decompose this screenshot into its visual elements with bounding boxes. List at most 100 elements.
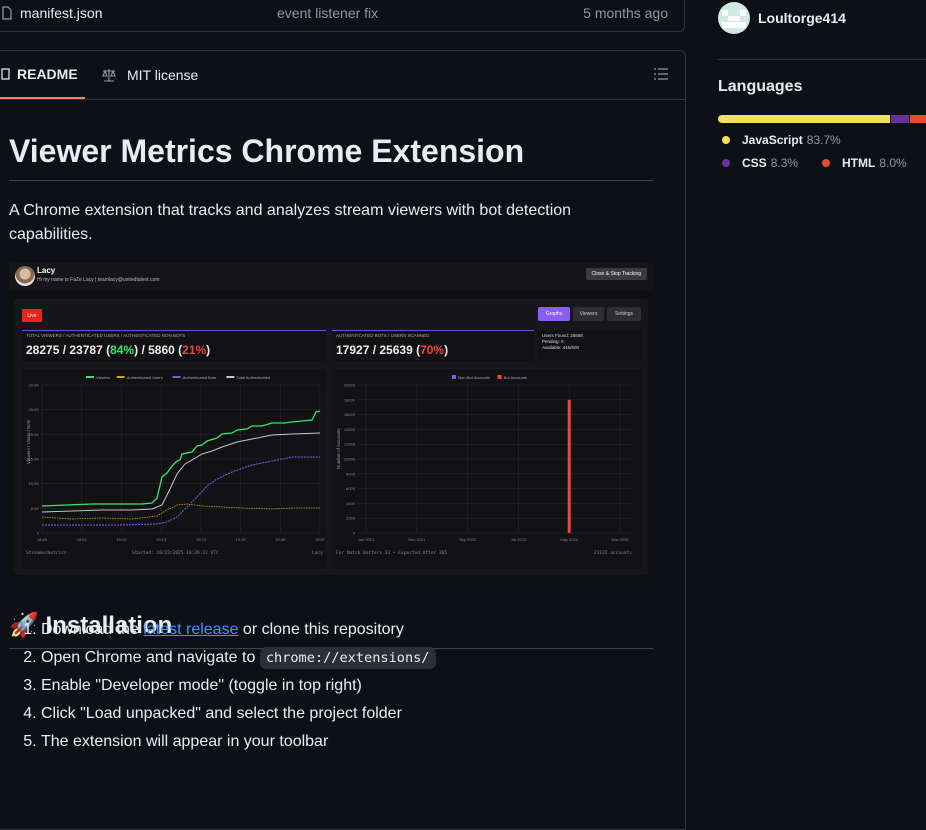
languages-bar-segment [718,115,891,123]
line-chart-y-tick: 0 [37,531,40,536]
line-chart-legend-label: Viewers [96,375,110,380]
panel-tab-settings: Settings [607,307,641,321]
language-html[interactable]: HTML 8.0% [822,156,907,170]
table-of-contents-icon[interactable] [653,67,669,81]
tab-license[interactable]: MIT license [101,51,198,99]
line-chart-footer-mid: Started: 10/22/2025 18:39:22 UTC [132,550,219,556]
tab-readme-label: README [17,66,78,82]
line-chart-x-tick: 18:48 [37,537,48,542]
step-4: Click "Load unpacked" and select the pro… [41,700,661,728]
line-chart-y-tick: 25.0K [29,407,40,412]
bar-chart-x-tick: Mar 2025 [612,537,630,542]
bar-chart-y-tick: 6000 [346,486,356,491]
line-chart-y-tick: 15.0K [29,457,40,462]
bar-chart-legend-label: Bot Accounts [504,375,527,380]
channel-avatar [15,266,35,286]
stat-viewers-label: TOTAL VIEWERS / AUTHENTICATED USERS / AU… [26,333,186,338]
bar-chart-x-tick: Jan 2021 [358,537,375,542]
users-available: Available: 446/500 [542,345,579,350]
line-chart-legend-label: Total Authenticated [236,375,270,380]
line-chart-x-tick: 19:02 [116,537,127,542]
commit-age: 5 months ago [583,5,668,21]
panel-tab-viewers: Viewers [573,307,604,321]
commit-message-link[interactable]: event listener fix [277,5,379,21]
bar-bot-accounts [567,399,571,533]
bar-chart-y-tick: 2000 [346,516,356,521]
language-css[interactable]: CSS 8.3% [722,156,798,170]
panel-tab-graphs: Graphs [538,307,570,321]
line-chart-x-tick: 18:51 [77,537,88,542]
scale-icon [102,69,116,82]
file-icon [2,6,12,20]
line-chart-footer-left: Streamermetrics [26,550,67,556]
series-authenticated-bots [42,456,320,526]
bar-chart-y-tick: 0 [353,531,356,536]
stat-viewers: TOTAL VIEWERS / AUTHENTICATED USERS / AU… [22,330,326,361]
readme-box: README MIT license Viewer Metrics Chrome… [0,50,686,830]
line-chart-legend-swatch [86,376,94,378]
bar-chart-legend-label: Non-Bot Accounts [458,375,490,380]
line-chart-y-tick: 20.0K [29,432,40,437]
stat-bots-value: 17927 / 25639 (70%) [336,343,449,357]
step-2: Open Chrome and navigate to chrome://ext… [41,644,661,672]
bar-chart-x-tick: May 2024 [560,537,578,542]
line-chart-legend-swatch [226,376,235,378]
bar-chart-footer-right: 21132 accounts [594,550,632,556]
screenshot-header: Lacy Hi my name is FaZe Lacy | teamlacy@… [9,263,653,291]
extensions-url-code: chrome://extensions/ [259,647,436,669]
channel-name: Lacy [37,266,56,275]
line-chart-legend-swatch [172,376,181,378]
series-total-authenticated [41,432,321,513]
accounts-bar-chart: 0 2000 4000 6000 8000 10000 12000 14000 16000 180… [332,369,641,569]
stat-viewers-value: 28275 / 23787 (84%) / 5860 (21%) [26,343,211,357]
line-chart-y-tick: 5.0K [31,506,40,511]
language-javascript[interactable]: JavaScript 83.7% [722,133,841,147]
line-chart-legend-label: Authenticated Bots [183,375,217,380]
file-row: manifest.json event listener fix 5 month… [0,0,685,32]
languages-bar-segment [909,115,926,123]
bar-chart-ylabel: Number of Accounts [336,428,341,469]
line-chart-legend-swatch [116,376,125,378]
line-chart-x-tick: 19:35 [236,537,247,542]
bar-chart-y-tick: 20000 [344,383,356,388]
bar-chart-y-tick: 10000 [344,457,356,462]
bar-chart-x-tick: Sep 2022 [459,537,477,542]
bar-chart-y-tick: 16000 [344,412,356,417]
tab-license-label: MIT license [127,67,199,83]
javascript-dot-icon [722,136,730,144]
installation-steps: Download the latest release or clone thi… [9,616,661,756]
readme-description: A Chrome extension that tracks and analy… [9,202,572,243]
line-chart-y-tick: 30.0K [29,383,40,388]
step-5: The extension will appear in your toolba… [41,728,661,756]
bar-chart-y-tick: 8000 [346,471,356,476]
bar-chart-y-tick: 14000 [344,427,356,432]
latest-release-link[interactable]: latest release [143,621,239,638]
contributor-avatar[interactable] [718,2,750,34]
tab-readme[interactable]: README [0,51,85,99]
html-dot-icon [822,159,830,167]
readme-title: Viewer Metrics Chrome Extension [9,133,653,181]
line-chart-x-tick: 19:13 [156,537,167,542]
bar-chart-x-tick: Nov 2021 [408,537,426,542]
channel-bio: Hi my name is FaZe Lacy | teamlacy@unite… [37,277,160,283]
bar-chart-footer-left: For Match Botters 33 • Expected After 36… [336,550,447,556]
languages-bar-segment [891,115,909,123]
identicon-icon [722,10,746,28]
line-chart-x-tick: 19:57 [315,537,326,542]
bar-chart-legend-swatch [497,375,502,379]
line-chart-footer-right: Lacy [312,550,323,556]
metrics-panel: Live Graphs Viewers Settings TOTAL VIEWE… [14,299,648,575]
line-chart-x-tick: 19:24 [196,537,207,542]
scan-status: Users Found: 25658 Pending: 0 Available:… [538,330,641,360]
file-name-link[interactable]: manifest.json [20,5,103,21]
bar-chart-y-tick: 12000 [344,442,356,447]
line-chart-ylabel: Viewers / Users / Bots [26,419,31,464]
readme-screenshot[interactable]: Lacy Hi my name is FaZe Lacy | teamlacy@… [9,263,653,579]
contributor-name[interactable]: Loultorge414 [758,10,846,26]
css-dot-icon [722,159,730,167]
users-found: Users Found: 25658 [542,333,583,338]
languages-title: Languages [718,78,803,95]
series-viewers [41,410,321,507]
bar-chart-x-tick: Jul 2023 [511,537,527,542]
bar-chart-legend-swatch [452,375,456,379]
